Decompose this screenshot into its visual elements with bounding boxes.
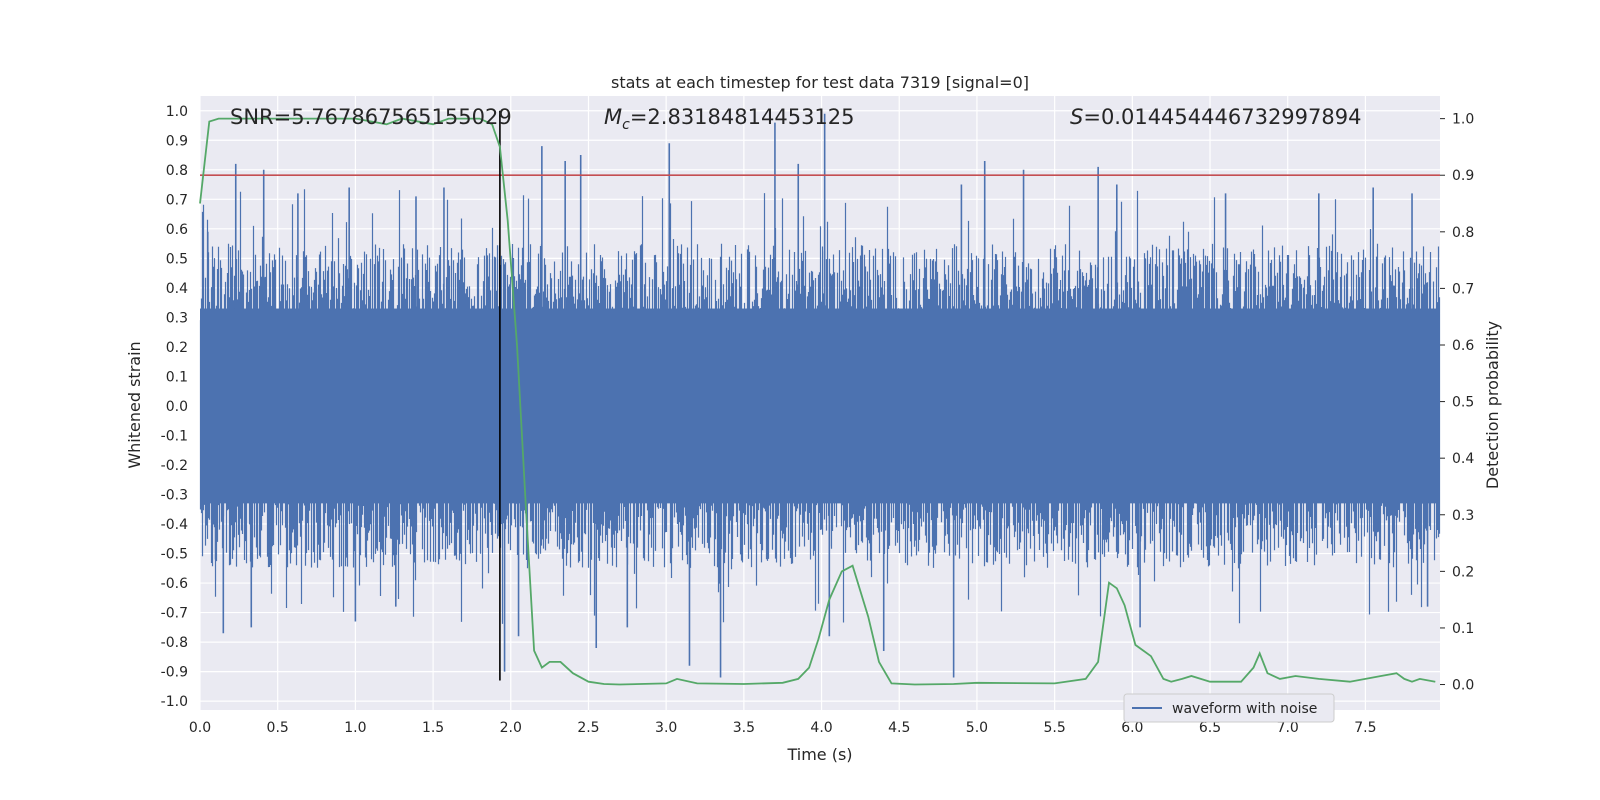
y-tick-right-0: 1.0 bbox=[1452, 112, 1474, 128]
y-tick-left-1: 0.9 bbox=[166, 133, 188, 149]
y-tick-left-13: -0.3 bbox=[161, 488, 188, 504]
y-tick-left-6: 0.4 bbox=[166, 281, 188, 297]
y-tick-left-4: 0.6 bbox=[166, 222, 188, 238]
x-tick-2: 1.0 bbox=[344, 720, 366, 736]
y-axis-right-ticks: 1.0 0.9 0.8 0.7 0.6 0.5 0.4 0.3 0.2 0.1 0.0 bbox=[1440, 112, 1474, 694]
y-tick-left-20: -1.0 bbox=[161, 694, 188, 710]
snr-annotation: SNR=5.767867565155029 bbox=[230, 105, 512, 129]
y-tick-left-5: 0.5 bbox=[166, 251, 188, 267]
y-axis-label-right: Detection probability bbox=[1483, 321, 1502, 489]
y-tick-left-14: -0.4 bbox=[161, 517, 188, 533]
y-tick-left-17: -0.7 bbox=[161, 606, 188, 622]
y-tick-right-4: 0.6 bbox=[1452, 338, 1474, 354]
x-tick-11: 5.5 bbox=[1044, 720, 1066, 736]
chirp-mass-symbol: M bbox=[604, 105, 622, 129]
x-tick-1: 0.5 bbox=[267, 720, 289, 736]
x-tick-13: 6.5 bbox=[1199, 720, 1221, 736]
s-symbol: S bbox=[1070, 105, 1083, 129]
chart-title: stats at each timestep for test data 731… bbox=[611, 73, 1029, 92]
y-axis-left-ticks: 1.0 0.9 0.8 0.7 0.6 0.5 0.4 0.3 0.2 0.1 0.0 -0.1 -0.… bbox=[161, 104, 188, 710]
y-tick-left-9: 0.1 bbox=[166, 369, 188, 385]
x-axis-label: Time (s) bbox=[786, 745, 852, 764]
x-tick-4: 2.0 bbox=[500, 720, 522, 736]
chirp-mass-value: =2.83184814453125 bbox=[630, 105, 855, 129]
y-tick-left-12: -0.2 bbox=[161, 458, 188, 474]
s-annotation: S=0.014454446732997894 bbox=[1070, 105, 1361, 129]
x-axis-ticks: 0.0 0.5 1.0 1.5 2.0 2.5 3.0 3.5 4.0 4.5 5.0 5.5 6.0 6… bbox=[189, 720, 1377, 736]
x-tick-9: 4.5 bbox=[888, 720, 910, 736]
legend: waveform with noise bbox=[1123, 693, 1335, 723]
x-tick-7: 3.5 bbox=[733, 720, 755, 736]
s-value: =0.014454446732997894 bbox=[1083, 105, 1361, 129]
y-tick-left-11: -0.1 bbox=[161, 428, 188, 444]
y-tick-right-5: 0.5 bbox=[1452, 395, 1474, 411]
y-tick-left-10: 0.0 bbox=[166, 399, 188, 415]
x-tick-5: 2.5 bbox=[577, 720, 599, 736]
y-tick-right-1: 0.9 bbox=[1452, 168, 1474, 184]
y-axis-label-left: Whitened strain bbox=[125, 341, 144, 468]
y-tick-left-3: 0.7 bbox=[166, 192, 188, 208]
waveform-series bbox=[199, 113, 1441, 678]
y-tick-right-6: 0.4 bbox=[1452, 451, 1474, 467]
y-tick-left-19: -0.9 bbox=[161, 665, 188, 681]
x-tick-8: 4.0 bbox=[810, 720, 832, 736]
y-tick-left-15: -0.5 bbox=[161, 547, 188, 563]
y-tick-right-8: 0.2 bbox=[1452, 564, 1474, 580]
x-tick-15: 7.5 bbox=[1354, 720, 1376, 736]
x-tick-10: 5.0 bbox=[966, 720, 988, 736]
y-tick-right-2: 0.8 bbox=[1452, 225, 1474, 241]
x-tick-12: 6.0 bbox=[1121, 720, 1143, 736]
y-tick-left-18: -0.8 bbox=[161, 635, 188, 651]
y-tick-right-3: 0.7 bbox=[1452, 281, 1474, 297]
x-tick-6: 3.0 bbox=[655, 720, 677, 736]
legend-label-waveform: waveform with noise bbox=[1172, 701, 1317, 717]
detection-probability-line bbox=[199, 117, 1436, 686]
y-tick-right-9: 0.1 bbox=[1452, 621, 1474, 637]
legend-box bbox=[1123, 693, 1335, 723]
y-tick-left-2: 0.8 bbox=[166, 163, 188, 179]
y-tick-left-16: -0.6 bbox=[161, 576, 188, 592]
y-tick-left-7: 0.3 bbox=[166, 310, 188, 326]
y-tick-left-8: 0.2 bbox=[166, 340, 188, 356]
y-tick-right-10: 0.0 bbox=[1452, 678, 1474, 694]
x-tick-14: 7.0 bbox=[1277, 720, 1299, 736]
chirp-mass-subscript: c bbox=[622, 117, 630, 133]
chirp-mass-annotation: Mc=2.83184814453125 bbox=[604, 105, 855, 133]
y-tick-right-7: 0.3 bbox=[1452, 508, 1474, 524]
y-tick-left-0: 1.0 bbox=[166, 104, 188, 120]
x-tick-3: 1.5 bbox=[422, 720, 444, 736]
x-tick-0: 0.0 bbox=[189, 720, 211, 736]
waveform-core-band bbox=[200, 308, 1440, 504]
